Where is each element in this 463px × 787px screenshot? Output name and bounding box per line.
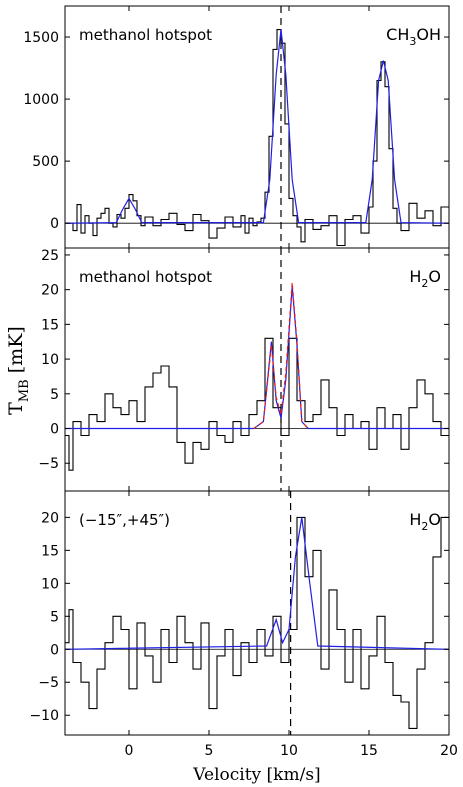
x-tick-label: 5 bbox=[205, 743, 214, 759]
panel-annotation: methanol hotspot bbox=[79, 26, 212, 44]
x-tick-label: 20 bbox=[440, 743, 458, 759]
y-tick-label: 0 bbox=[50, 422, 59, 438]
observed-spectrum-line bbox=[65, 516, 449, 729]
panel-h2o-offset: −10 −5 0 5 10 15 20 0 5 10 15 20 Velocity [km/s] (−15… bbox=[29, 490, 458, 785]
alt-fit-line bbox=[253, 282, 309, 429]
species-label: H2O bbox=[409, 267, 441, 290]
data-series-group bbox=[65, 516, 449, 729]
species-label: CH3OH bbox=[386, 25, 441, 48]
y-tick-label: 5 bbox=[50, 609, 59, 625]
y-tick-label: 500 bbox=[32, 154, 59, 170]
y-tick-label: 20 bbox=[41, 510, 59, 526]
panel-frame bbox=[64, 490, 450, 736]
y-tick-label: 15 bbox=[41, 317, 59, 333]
y-tick-label: 15 bbox=[41, 543, 59, 559]
y-tick-label: 10 bbox=[41, 576, 59, 592]
panel-ch3oh-hotspot: 0 500 1000 1500 methanol hotspot CH3OH bbox=[23, 5, 450, 249]
y-tick-label: 20 bbox=[41, 283, 59, 299]
data-series-group bbox=[65, 282, 449, 471]
y-tick-label: 0 bbox=[50, 216, 59, 232]
panel-annotation: (−15″,+45″) bbox=[79, 511, 170, 529]
y-tick-label: 5 bbox=[50, 387, 59, 403]
y-axis-label: TMB [mK] bbox=[5, 326, 32, 415]
panel-h2o-hotspot: −5 0 5 10 15 20 25 methanol hotspot H2O bbox=[38, 247, 450, 492]
species-label: H2O bbox=[409, 510, 441, 533]
y-tick-label: 0 bbox=[50, 642, 59, 658]
x-tick-label: 0 bbox=[125, 743, 134, 759]
observed-spectrum-line bbox=[65, 29, 449, 247]
gaussian-fit-line bbox=[65, 517, 449, 650]
y-tick-label: −5 bbox=[38, 675, 59, 691]
x-tick-label: 10 bbox=[280, 743, 298, 759]
y-tick-label: 1000 bbox=[23, 92, 59, 108]
observed-spectrum-line bbox=[65, 337, 449, 471]
gaussian-fit-line bbox=[65, 29, 449, 224]
x-axis-label: Velocity [km/s] bbox=[192, 765, 320, 785]
x-tick-label: 15 bbox=[360, 743, 378, 759]
data-series-group bbox=[65, 29, 449, 247]
y-tick-label: 10 bbox=[41, 352, 59, 368]
panel-annotation: methanol hotspot bbox=[79, 268, 212, 286]
y-tick-label: 25 bbox=[41, 248, 59, 264]
y-tick-label: 1500 bbox=[23, 30, 59, 46]
y-tick-label: −5 bbox=[38, 456, 59, 472]
y-tick-label: −10 bbox=[29, 708, 59, 724]
